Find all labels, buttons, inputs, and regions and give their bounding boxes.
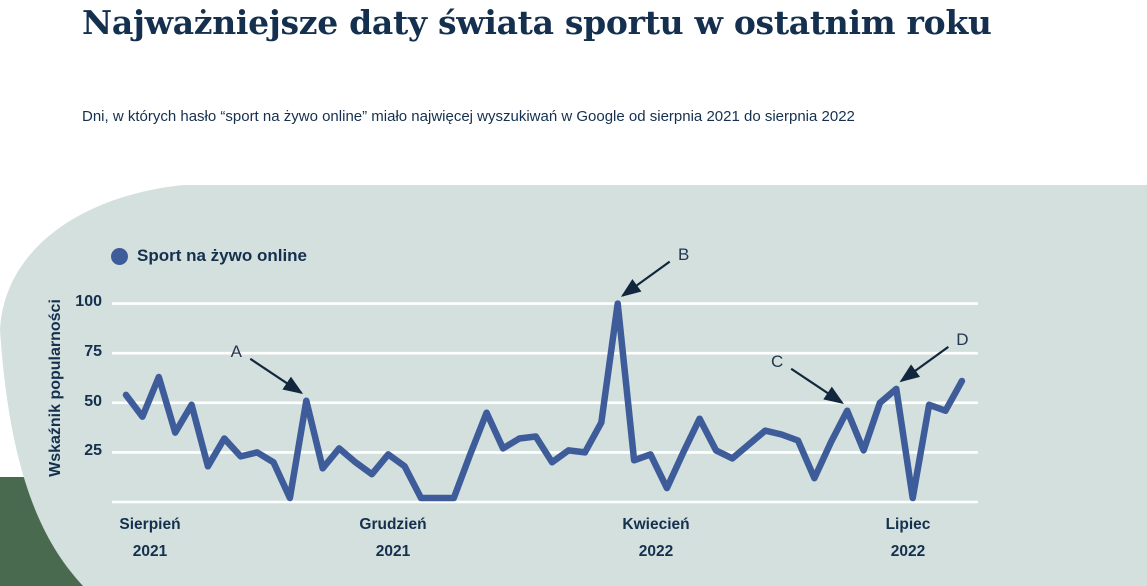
- x-tick-month: Sierpień: [119, 516, 181, 533]
- y-tick-100: 100: [75, 293, 102, 310]
- x-tick-month: Kwiecień: [622, 516, 690, 533]
- x-tick-year: 2021: [132, 543, 168, 560]
- legend-color-dot: [111, 248, 128, 265]
- annotation-letter-B: B: [678, 244, 690, 264]
- annotation-arrow-B: [620, 260, 671, 297]
- x-tick-kwiecien-2022: Kwiecień 2022: [586, 511, 726, 565]
- x-tick-lipiec-2022: Lipiec 2022: [838, 511, 978, 565]
- y-tick-75: 75: [84, 343, 102, 360]
- annotation-letter-D: D: [956, 329, 969, 349]
- y-tick-25: 25: [84, 442, 102, 459]
- x-tick-year: 2022: [890, 543, 926, 560]
- x-tick-year: 2022: [638, 543, 674, 560]
- x-tick-year: 2021: [375, 543, 411, 560]
- annotation-letter-A: A: [230, 341, 242, 361]
- annotation-arrow-A: [249, 357, 304, 395]
- page-title: Najważniejsze daty świata sportu w ostat…: [82, 3, 992, 42]
- series-line: [122, 300, 966, 502]
- annotation-arrow-D: [899, 346, 949, 383]
- x-tick-sierpien-2021: Sierpień 2021: [80, 511, 220, 565]
- y-tick-50: 50: [84, 393, 102, 410]
- page-subtitle: Dni, w których hasło “sport na żywo onli…: [82, 108, 855, 125]
- legend-series-label: Sport na żywo online: [137, 246, 308, 265]
- annotation-letter-C: C: [771, 351, 784, 371]
- x-tick-month: Grudzień: [359, 516, 427, 533]
- annotation-arrow-C: [790, 367, 844, 404]
- x-tick-grudzien-2021: Grudzień 2021: [323, 511, 463, 565]
- x-tick-month: Lipiec: [885, 516, 931, 533]
